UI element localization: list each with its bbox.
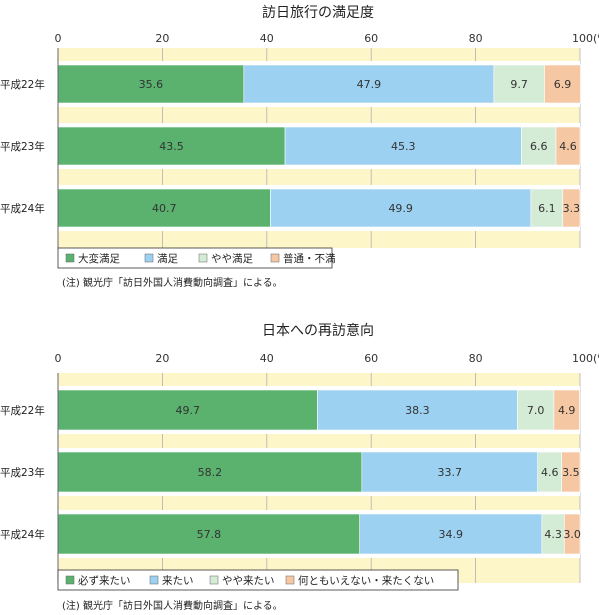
legend-swatch [65,575,75,585]
legend-label: 必ず来たい [78,574,131,587]
legend-swatch [149,575,159,585]
x-tick-label: 100(%) [572,352,599,365]
bar-segment [57,451,363,493]
data-label: 49.7 [175,404,200,417]
legend-label: 普通・不満 [283,252,336,265]
bar-segment [544,64,581,104]
data-label: 7.0 [527,404,545,417]
legend-swatch [285,575,295,585]
legend-swatch [144,253,154,263]
data-label: 57.8 [197,528,222,541]
legend-label: 満足 [157,253,178,265]
chart-satisfaction: 訪日旅行の満足度 0 20 40 60 80 100(%) 35.6 47.9 9.7 6.9 平成… [0,5,599,289]
category-label: 平成24年 [0,528,45,541]
bar-segment [284,126,522,166]
bar-segment [493,64,545,104]
source-note: (注) 観光庁「訪日外国人消費動向調査」による。 [62,599,283,612]
data-label: 47.9 [357,78,382,91]
data-label: 49.9 [388,202,413,215]
legend-label: 来たい [162,575,194,587]
bar-segment [562,188,581,228]
legend-label: やや来たい [222,575,275,587]
data-label: 4.6 [559,140,577,153]
legend-swatch [209,575,219,585]
data-label: 3.5 [562,466,580,479]
bar-segment [361,451,539,493]
bar-segment [317,389,518,431]
bar-segment [57,64,245,104]
category-label: 平成22年 [0,404,45,417]
legend-label: 何ともいえない・来たくない [298,574,434,587]
bar-segment [555,126,581,166]
chart-revisit-intention: 日本への再訪意向 0 20 40 60 80 100(%) 49.7 38.3 7.0 4.9 平成… [0,322,599,612]
category-label: 平成23年 [0,466,45,479]
x-tick-label: 0 [55,352,62,365]
data-label: 43.5 [159,140,184,153]
x-tick-label: 80 [469,32,483,45]
data-label: 35.6 [139,78,164,91]
bar-segment [243,64,495,104]
legend-box [57,569,459,591]
x-tick-label: 60 [364,352,378,365]
data-label: 38.3 [405,404,430,417]
bar-segment [521,126,557,166]
data-label: 58.2 [198,466,223,479]
data-label: 4.3 [544,528,562,541]
data-label: 9.7 [510,78,528,91]
category-label: 平成24年 [0,202,45,215]
x-tick-label: 20 [155,32,169,45]
data-label: 4.6 [541,466,559,479]
legend-label: 大変満足 [78,252,120,265]
data-label: 6.6 [530,140,548,153]
data-label: 3.0 [563,528,581,541]
bar-segment [564,513,581,555]
data-label: 6.9 [554,78,572,91]
x-tick-label: 20 [155,352,169,365]
category-label: 平成23年 [0,140,45,153]
bar-segment [537,451,563,493]
data-label: 45.3 [391,140,416,153]
bar-segment [359,513,543,555]
x-tick-label: 80 [469,352,483,365]
legend-box [57,247,333,269]
x-tick-label: 40 [260,352,274,365]
legend-swatch [65,253,75,263]
legend-swatch [198,253,208,263]
data-label: 6.1 [538,202,556,215]
data-label: 40.7 [152,202,177,215]
data-label: 34.9 [439,528,464,541]
chart-title: 日本への再訪意向 [262,322,374,339]
x-tick-label: 100(%) [572,32,599,45]
category-label: 平成22年 [0,78,45,91]
data-label: 33.7 [438,466,463,479]
data-label: 3.3 [563,202,581,215]
legend-swatch [270,253,280,263]
x-tick-label: 60 [364,32,378,45]
legend-label: やや満足 [211,253,253,265]
bar-segment [561,451,581,493]
bar-segment [270,188,532,228]
chart-title: 訪日旅行の満足度 [262,5,374,21]
source-note: (注) 観光庁「訪日外国人消費動向調査」による。 [62,276,283,289]
x-tick-label: 0 [55,32,62,45]
bar-segment [57,389,318,431]
bar-segment [553,389,580,431]
bar-segment [57,513,361,555]
x-tick-label: 40 [260,32,274,45]
bar-segment [57,126,286,166]
data-label: 4.9 [558,404,576,417]
bar-segment [517,389,555,431]
